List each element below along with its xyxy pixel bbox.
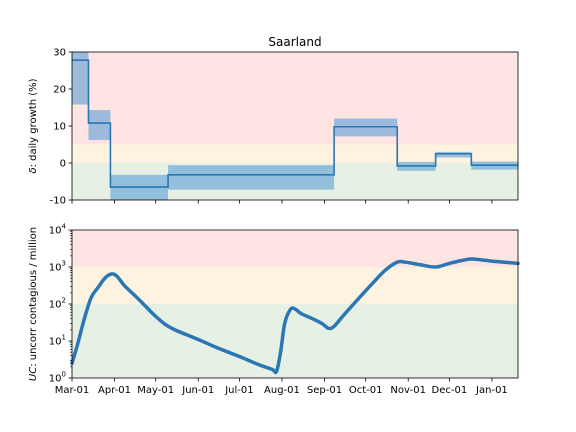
contagious-y-tick-label-2: 102 [49, 297, 66, 311]
contagious-x-tick-label-10: Jan-01 [475, 385, 508, 396]
contagious-x-tick-label-0: Mar-01 [55, 385, 90, 396]
contagious-y-tick-label-0: 100 [49, 371, 66, 385]
contagious-x-tick-label-7: Oct-01 [349, 385, 383, 396]
growth-zone-1 [72, 144, 518, 163]
growth-y-label-var: δ [28, 167, 39, 173]
contagious-x-ticks: Mar-01 Apr-01 May-01 Jun-01 Jul-01 Aug-01 Sep-… [55, 378, 508, 396]
contagious-x-tick-label-1: Apr-01 [98, 385, 131, 396]
growth-band-6 [435, 151, 472, 158]
contagious-zone-2 [72, 304, 518, 378]
contagious-y-ticks: 100 101 102 103 104 [49, 223, 72, 385]
contagious-zone-1 [72, 267, 518, 304]
growth-zone-0 [72, 52, 518, 145]
growth-y-ticks: -10 0 10 20 30 [50, 48, 72, 207]
growth-step-line [72, 59, 518, 188]
growth-y-label: δ: daily growth (%) [28, 78, 39, 173]
contagious-x-tick-label-8: Nov-01 [390, 385, 426, 396]
contagious-y-label: UC: uncorr contagious / million [28, 227, 39, 381]
contagious-x-tick-label-5: Aug-01 [264, 385, 300, 396]
growth-band-0 [72, 52, 89, 105]
contagious-x-tick-label-6: Sep-01 [307, 385, 342, 396]
contagious-zone-0 [72, 230, 518, 267]
contagious-x-tick-label-2: May-01 [137, 385, 174, 396]
contagious-curve [70, 257, 520, 375]
growth-y-tick-label-4: 30 [53, 48, 66, 59]
daily-growth-panel: -10 0 10 20 30 Saarland δ: daily growth (%) [28, 35, 519, 207]
contagious-x-tick-label-3: Jun-01 [181, 385, 214, 396]
contagious-y-label-var: UC [28, 367, 39, 381]
growth-x-ticks [71, 200, 493, 204]
growth-band-3 [168, 165, 335, 190]
contagious-y-tick-label-3: 103 [49, 260, 66, 274]
growth-title: Saarland [268, 35, 321, 49]
contagious-y-tick-label-4: 104 [49, 223, 67, 237]
contagious-y-label-text: : uncorr contagious / million [28, 227, 39, 367]
contagious-y-tick-label-1: 101 [49, 334, 66, 348]
growth-y-label-text: : daily growth (%) [28, 78, 39, 167]
growth-band-1 [88, 110, 111, 141]
growth-y-tick-label-3: 20 [53, 85, 66, 96]
growth-y-tick-label-1: 0 [60, 159, 66, 170]
contagious-x-tick-label-4: Jul-01 [224, 385, 253, 396]
contagious-x-tick-label-9: Dec-01 [432, 385, 468, 396]
growth-y-tick-label-0: -10 [50, 196, 66, 207]
uncorr-contagious-panel: 100 101 102 103 104 Mar-01 Apr-01 May-01 Jun-01… [28, 223, 520, 396]
growth-y-tick-label-2: 10 [53, 122, 66, 133]
contagious-zones [72, 230, 518, 378]
